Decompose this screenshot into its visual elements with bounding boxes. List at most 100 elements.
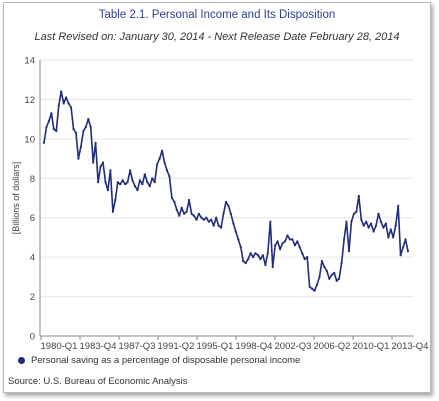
data-point xyxy=(126,181,129,184)
data-point xyxy=(296,240,299,243)
data-point xyxy=(72,127,75,131)
data-point xyxy=(197,212,200,215)
data-point xyxy=(153,181,156,184)
data-point xyxy=(121,179,124,182)
data-point xyxy=(136,189,139,192)
data-point xyxy=(77,157,80,160)
data-point xyxy=(195,218,198,221)
legend-marker-icon xyxy=(18,357,25,364)
y-tick-label: 4 xyxy=(30,253,35,264)
data-point xyxy=(151,177,154,180)
y-tick-label: 2 xyxy=(30,292,35,303)
data-point xyxy=(370,222,373,225)
chart-frame: Table 2.1. Personal Income and Its Dispo… xyxy=(3,2,431,393)
x-tick-label: 2006-Q2 xyxy=(314,341,351,352)
data-point xyxy=(131,179,134,182)
data-point xyxy=(335,279,338,282)
axes xyxy=(39,60,414,340)
data-point xyxy=(367,226,370,229)
data-point xyxy=(99,165,102,168)
y-tick-label: 6 xyxy=(30,213,35,224)
data-point xyxy=(42,141,46,144)
data-point xyxy=(180,206,183,209)
x-tick-label: 1995-Q1 xyxy=(197,341,234,352)
data-point xyxy=(165,169,169,172)
data-point xyxy=(389,228,392,231)
data-point xyxy=(217,224,220,227)
data-point xyxy=(89,125,92,129)
data-point xyxy=(271,265,274,269)
data-point xyxy=(84,125,87,129)
data-point xyxy=(399,254,402,257)
data-point xyxy=(256,254,260,257)
data-point xyxy=(185,210,188,213)
x-tick-label: 1998-Q4 xyxy=(236,341,273,352)
data-point xyxy=(227,204,230,207)
data-point xyxy=(394,224,397,227)
data-point xyxy=(244,262,247,265)
data-point xyxy=(232,222,235,225)
x-tick-label: 2002-Q3 xyxy=(275,341,312,352)
data-point xyxy=(45,125,48,129)
data-point xyxy=(283,240,287,243)
data-point xyxy=(374,224,378,227)
data-point xyxy=(279,248,282,251)
data-point xyxy=(281,242,284,245)
data-point xyxy=(406,250,410,253)
data-point xyxy=(328,277,331,280)
data-point xyxy=(146,181,149,184)
data-point xyxy=(158,157,161,160)
data-point xyxy=(60,90,63,93)
data-point xyxy=(365,220,368,223)
data-point xyxy=(94,141,97,144)
data-point xyxy=(266,252,269,255)
data-point xyxy=(229,212,232,215)
data-point xyxy=(382,226,385,229)
data-point xyxy=(293,244,296,247)
data-point xyxy=(143,173,146,176)
y-tick-label: 8 xyxy=(30,174,35,185)
data-point xyxy=(362,224,365,227)
data-point xyxy=(65,96,68,99)
data-point xyxy=(234,230,237,233)
data-point xyxy=(190,212,193,215)
data-point xyxy=(325,269,328,272)
series-line xyxy=(43,90,409,292)
data-point xyxy=(82,129,85,133)
data-point xyxy=(347,250,351,253)
data-point xyxy=(303,258,306,261)
x-tick-label: 1983-Q4 xyxy=(80,341,117,352)
data-point xyxy=(215,216,218,219)
data-point xyxy=(119,183,122,186)
data-point xyxy=(220,226,223,229)
data-point xyxy=(338,277,341,280)
data-point xyxy=(106,189,109,192)
y-axis-label: [Billions of dollars] xyxy=(11,162,21,235)
data-point xyxy=(355,210,358,213)
data-point xyxy=(276,240,279,243)
chart-subtitle: Last Revised on: January 30, 2014 - Next… xyxy=(34,31,400,43)
data-point xyxy=(111,210,114,213)
data-point xyxy=(315,283,319,286)
data-point xyxy=(313,289,316,292)
data-point xyxy=(323,265,326,269)
data-point xyxy=(50,112,53,115)
data-point xyxy=(200,216,203,219)
data-point xyxy=(97,181,100,184)
data-point xyxy=(161,149,164,152)
data-point xyxy=(308,285,311,288)
data-point xyxy=(404,238,407,241)
data-point xyxy=(360,218,363,221)
data-point xyxy=(67,102,70,105)
data-point xyxy=(205,216,208,219)
source-note: Source: U.S. Bureau of Economic Analysis xyxy=(8,376,188,387)
data-point xyxy=(387,236,390,239)
data-point xyxy=(109,169,112,172)
data-point xyxy=(178,214,181,217)
data-point xyxy=(183,212,186,215)
legend: Personal saving as a percentage of dispo… xyxy=(18,355,300,366)
data-point xyxy=(340,262,343,265)
data-point xyxy=(288,238,291,241)
data-point xyxy=(311,287,314,290)
data-point xyxy=(306,256,309,259)
